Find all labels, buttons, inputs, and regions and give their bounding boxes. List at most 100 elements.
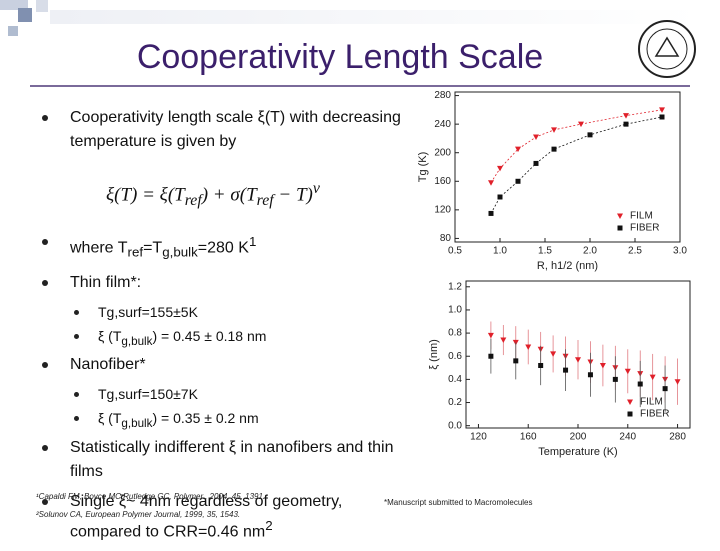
x-tick-label: 280 — [669, 432, 686, 443]
y-tick-label: 0.0 — [448, 420, 462, 431]
marker — [578, 121, 584, 128]
sub-bullet: Tg,surf=155±5K — [36, 301, 406, 324]
decoration — [50, 10, 700, 24]
text-run: Tg,surf=150±7K — [98, 386, 198, 403]
y-tick-label: 0.8 — [448, 328, 462, 339]
legend-marker — [627, 399, 633, 405]
bullet-list: Cooperativity length scale ξ(T) with dec… — [36, 106, 406, 551]
legend-marker — [627, 411, 633, 417]
text-run: ) = 0.35 ± 0.2 nm — [152, 410, 259, 427]
marker — [515, 146, 521, 153]
chart: 0.5 1.0 1.5 2.0 2.5 3.0 80 120 160 200 240 280 R, h1… — [417, 90, 687, 272]
x-tick-label: 2.5 — [628, 246, 642, 257]
bullet-dot — [74, 416, 79, 422]
x-tick-label: 160 — [520, 432, 537, 443]
marker — [550, 351, 557, 357]
x-tick-label: 240 — [619, 432, 636, 443]
chart: 120 160 200 240 280 0.0 0.2 0.4 0.6 0.8 1.0 1.2 Temp… — [428, 280, 691, 458]
x-axis-label: Temperature (K) — [538, 446, 617, 458]
sub-bullet: Tg,surf=150±7K — [36, 383, 406, 406]
text-run: =T — [143, 239, 163, 257]
legend-marker — [617, 225, 623, 231]
footnote: ²Solunov CA, European Polymer Journal, 1… — [36, 510, 241, 519]
y-tick-label: 160 — [434, 176, 451, 187]
text-run: =280 K — [197, 239, 249, 257]
marker — [497, 194, 503, 200]
formula: ξ(T) = ξ(Tref) + σ(Tref − T)ν — [36, 160, 406, 230]
x-tick-label: 200 — [570, 432, 587, 443]
text-run: Single ξ~ 4nm regardless of geometry, co… — [70, 493, 343, 541]
x-tick-label: 0.5 — [448, 246, 462, 257]
text-run: Thin film*: — [70, 273, 142, 291]
y-tick-label: 0.2 — [448, 397, 462, 408]
y-tick-label: 200 — [434, 147, 451, 158]
logo — [638, 20, 696, 78]
bullet: where Tref=Tg,bulk=280 K1 — [36, 230, 406, 265]
text-run: where T — [70, 239, 128, 257]
y-tick-label: 240 — [434, 119, 451, 130]
text-run: Tg,surf=155±5K — [98, 303, 198, 320]
marker — [662, 386, 668, 392]
bullet-dot — [74, 333, 79, 339]
title-rule — [30, 85, 690, 87]
legend-label: FILM — [640, 397, 663, 408]
marker — [500, 337, 507, 344]
text-run: Nanofiber* — [70, 356, 146, 374]
marker — [624, 368, 631, 375]
superscript: ν — [312, 180, 320, 197]
bullet-dot — [42, 115, 48, 121]
decoration — [0, 0, 28, 10]
marker — [659, 107, 665, 113]
x-axis-label: R, h1/2 (nm) — [537, 260, 598, 272]
decoration — [36, 0, 48, 12]
subscript: g,bulk — [162, 244, 198, 260]
bullet-dot — [42, 362, 48, 369]
y-tick-label: 280 — [434, 90, 451, 101]
y-tick-label: 1.0 — [448, 305, 462, 316]
marker — [538, 362, 544, 368]
y-tick-label: 0.4 — [448, 374, 462, 385]
bullet: Statistically indifferent ξ in nanofiber… — [36, 436, 406, 484]
bullet-dot — [42, 279, 48, 286]
bullet: Nanofiber* — [36, 353, 406, 377]
text-run: − T) — [273, 184, 313, 206]
subscript: ref — [184, 192, 202, 210]
marker — [612, 376, 618, 382]
x-tick-label: 1.0 — [493, 246, 507, 257]
legend-label: FIBER — [630, 223, 659, 234]
x-tick-label: 1.5 — [538, 246, 552, 257]
bullet-dot — [74, 309, 79, 315]
text-run: ξ (T — [98, 327, 122, 344]
y-tick-label: 0.6 — [448, 351, 462, 362]
text-run: ) = 0.45 ± 0.18 nm — [152, 327, 267, 344]
marker — [623, 121, 629, 127]
bullet: Thin film*: — [36, 271, 406, 295]
bullet-dot — [74, 392, 79, 398]
bullet: Single ξ~ 4nm regardless of geometry, co… — [36, 490, 406, 544]
marker — [533, 160, 539, 166]
legend-label: FILM — [630, 211, 653, 222]
marker — [623, 113, 629, 119]
y-tick-label: 120 — [434, 204, 451, 215]
marker — [551, 146, 557, 152]
x-tick-label: 120 — [470, 432, 487, 443]
marker — [551, 127, 557, 133]
subscript: g,bulk — [121, 417, 153, 431]
legend-marker — [617, 213, 623, 219]
plot-frame — [454, 91, 681, 243]
slide-title: Cooperativity Length Scale — [136, 38, 544, 76]
marker — [649, 374, 656, 381]
text-run: Statistically indifferent ξ in nanofiber… — [70, 439, 394, 481]
marker — [488, 180, 494, 186]
text-run: ) + σ(T — [201, 184, 257, 206]
marker — [674, 379, 681, 385]
marker — [513, 358, 519, 364]
sub-bullet: ξ (Tg,bulk) = 0.45 ± 0.18 nm — [36, 325, 406, 353]
legend-label: FIBER — [640, 409, 669, 420]
decoration — [8, 26, 18, 36]
subscript: g,bulk — [121, 334, 153, 348]
series-line — [490, 109, 663, 183]
marker — [599, 362, 606, 369]
text-run: Cooperativity length scale ξ(T) with dec… — [70, 109, 401, 150]
marker — [563, 367, 569, 373]
